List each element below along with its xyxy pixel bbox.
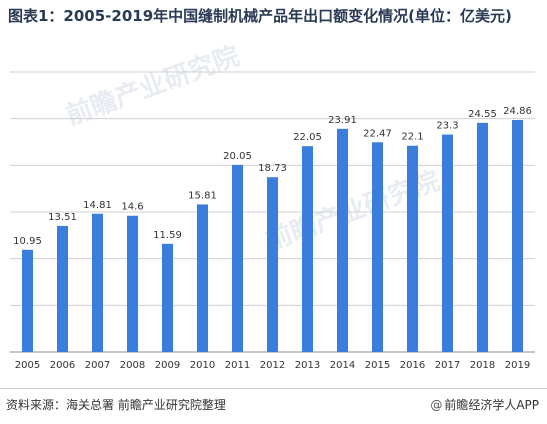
bar-value-label: 22.1 — [401, 132, 423, 143]
x-tick-label: 2007 — [85, 360, 110, 371]
x-tick-label: 2005 — [15, 360, 40, 371]
bar-value-label: 14.6 — [121, 202, 143, 213]
bar-2019 — [512, 119, 523, 353]
x-tick-label: 2012 — [260, 360, 285, 371]
bar-value-label: 14.81 — [83, 200, 112, 211]
x-tick-label: 2017 — [435, 360, 460, 371]
bar-2008 — [127, 215, 138, 352]
at-icon: @ — [430, 398, 443, 412]
x-tick-label: 2019 — [505, 360, 530, 371]
bar-value-label: 23.91 — [328, 115, 357, 126]
bar-value-label: 24.86 — [503, 106, 532, 117]
bars — [22, 119, 523, 353]
bar-2016 — [407, 145, 418, 352]
bar-2005 — [22, 249, 33, 352]
bar-2006 — [57, 225, 68, 352]
source-divider — [0, 388, 547, 389]
x-tick-label: 2015 — [365, 360, 390, 371]
watermark-text: 前瞻产业研究院 — [62, 40, 244, 131]
x-tick-label: 2016 — [400, 360, 425, 371]
bar-value-label: 22.47 — [363, 128, 392, 139]
brand-name: 前瞻经济学人APP — [444, 398, 539, 412]
bar-2017 — [442, 134, 453, 352]
x-tick-label: 2009 — [155, 360, 180, 371]
bar-value-label: 13.51 — [48, 212, 77, 223]
bar-value-label: 10.95 — [13, 236, 42, 247]
x-tick-label: 2018 — [470, 360, 495, 371]
bar-value-labels: 10.95 13.51 14.81 14.6 11.59 15.81 20.05 18.73 2… — [13, 106, 532, 247]
bar-2010 — [197, 204, 208, 352]
bar-2015 — [372, 142, 383, 352]
bar-2013 — [302, 146, 313, 352]
x-tick-label: 2008 — [120, 360, 145, 371]
source-note: 资料来源：海关总署 前瞻产业研究院整理 — [6, 398, 226, 412]
chart-title: 图表1：2005-2019年中国缝制机械产品年出口额变化情况(单位：亿美元) — [8, 7, 512, 25]
bar-value-label: 24.55 — [468, 109, 497, 120]
bar-2011 — [232, 164, 243, 352]
brand-credit: @ 前瞻经济学人APP — [430, 396, 539, 413]
x-tick-label: 2013 — [295, 360, 320, 371]
bar-value-label: 22.05 — [293, 132, 322, 143]
bar-2012 — [267, 177, 278, 352]
x-tick-label: 2010 — [190, 360, 215, 371]
x-tick-label: 2014 — [330, 360, 355, 371]
x-axis-tick-labels: 2005 2006 2007 2008 2009 2010 2011 2012 2013 2014… — [15, 360, 530, 371]
x-tick-label: 2006 — [50, 360, 75, 371]
bar-2009 — [162, 243, 173, 352]
bar-value-label: 23.3 — [436, 121, 458, 132]
bar-2014 — [337, 128, 348, 352]
bar-value-label: 15.81 — [188, 190, 217, 201]
bar-2018 — [477, 122, 488, 352]
bar-2007 — [92, 213, 103, 352]
bar-value-label: 18.73 — [258, 163, 287, 174]
x-tick-label: 2011 — [225, 360, 250, 371]
bar-value-label: 11.59 — [153, 230, 182, 241]
bar-value-label: 20.05 — [223, 151, 252, 162]
